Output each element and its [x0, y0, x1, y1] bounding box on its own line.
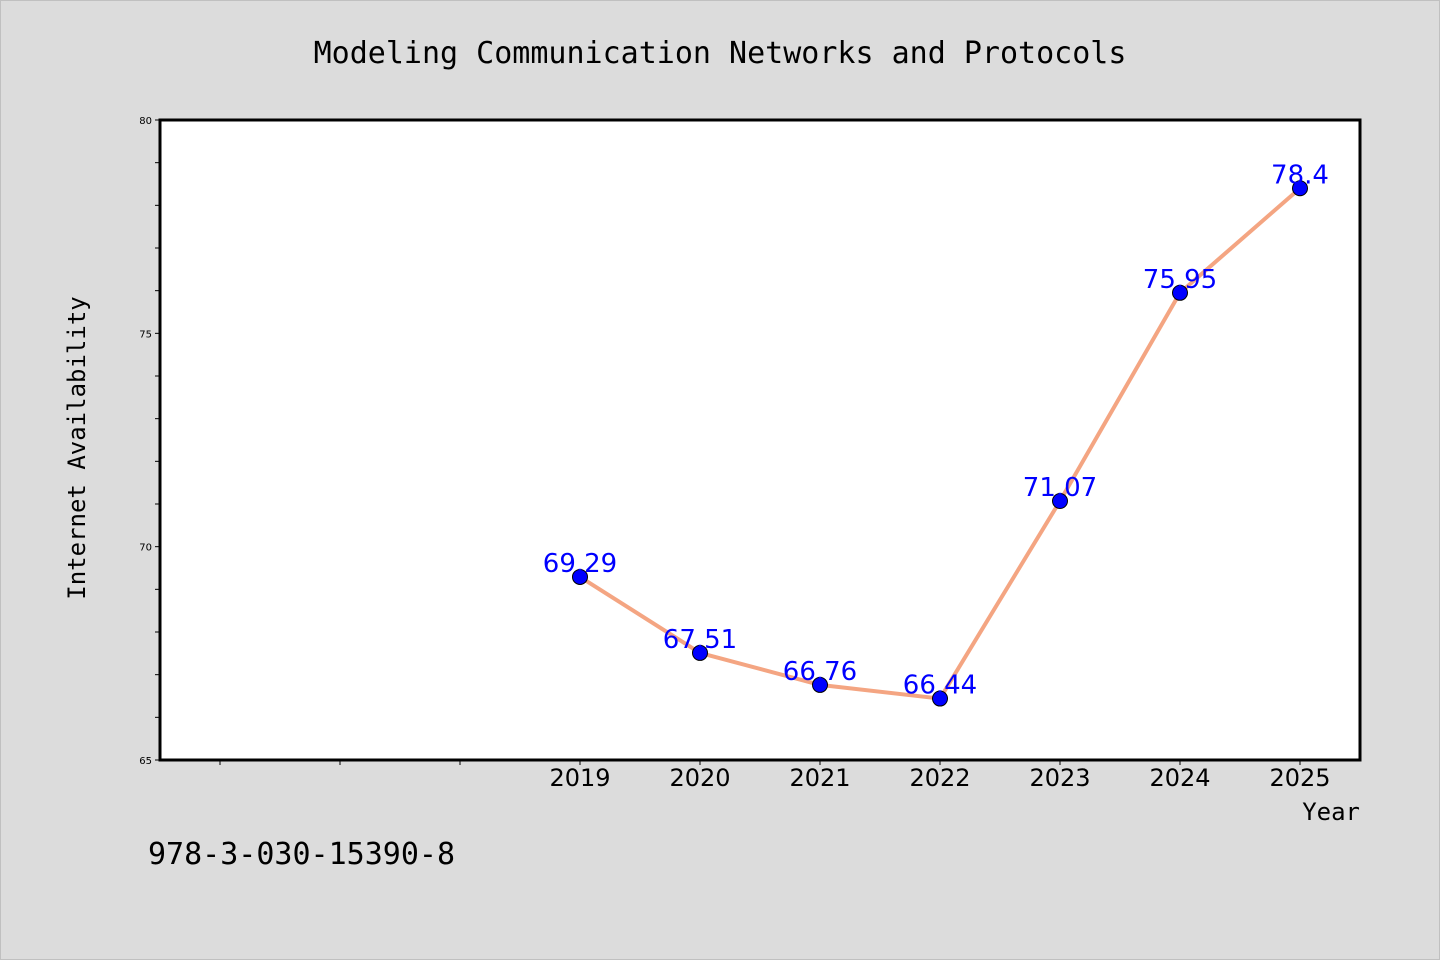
data-label: 66.44 [903, 671, 977, 701]
x-tick-label: 2019 [549, 764, 610, 792]
data-label: 75.95 [1143, 265, 1217, 295]
data-point [812, 676, 828, 693]
x-axis: 2019 2020 2021 2022 2023 2024 2025 [219, 760, 1331, 792]
isbn-annotation: 978-3-030-15390-8 [148, 837, 455, 872]
data-point [1292, 180, 1308, 197]
y-axis-label: Internet Availability [63, 296, 91, 599]
data-label: 78.4 [1271, 160, 1329, 190]
y-axis: 65 70 75 80 [139, 116, 160, 767]
data-point [1052, 493, 1068, 510]
x-tick-label: 2023 [1029, 764, 1090, 792]
data-point [572, 568, 588, 585]
data-label: 71.07 [1023, 473, 1097, 503]
series-layer: 69.29 67.51 66.76 66.44 71.07 75.95 78.4 [543, 160, 1329, 707]
x-tick-label: 2024 [1149, 764, 1210, 792]
y-tick-label: 80 [139, 116, 152, 127]
data-point [692, 644, 708, 661]
x-axis-label: Year [1302, 798, 1360, 826]
x-tick-label: 2021 [789, 764, 850, 792]
y-tick-label: 65 [139, 756, 152, 767]
y-tick-label: 70 [139, 543, 152, 554]
data-point [1172, 284, 1188, 301]
y-tick-label: 75 [139, 329, 152, 340]
x-tick-label: 2020 [669, 764, 730, 792]
data-point [932, 690, 948, 707]
data-label: 66.76 [783, 657, 857, 687]
x-tick-label: 2025 [1269, 764, 1330, 792]
plot-area [160, 120, 1360, 760]
data-label: 69.29 [543, 549, 617, 579]
chart-title: Modeling Communication Networks and Prot… [314, 36, 1127, 71]
plot-frame [158, 118, 1362, 762]
data-label: 67.51 [663, 625, 737, 655]
x-tick-label: 2022 [909, 764, 970, 792]
